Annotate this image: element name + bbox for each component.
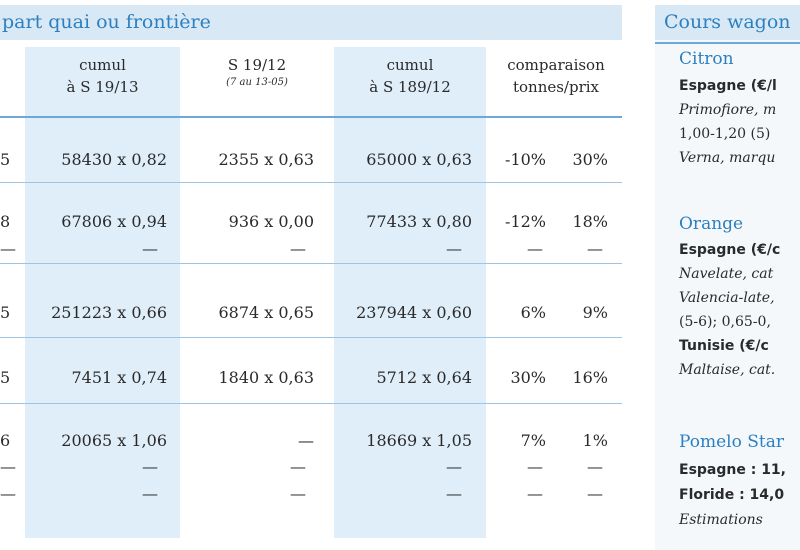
row-3-week: 6874 x 0,65: [218, 303, 314, 322]
orange-origin-2: Tunisie (€/c: [679, 338, 769, 354]
row-1-pct-tonnes: -10%: [505, 150, 546, 169]
citron-line-2: 1,00-1,20 (5): [679, 126, 771, 142]
citron-origin: Espagne (€/l: [679, 78, 777, 94]
row-1-cumul-12: 65000 x 0,63: [366, 150, 472, 169]
citron-heading: Citron: [679, 49, 734, 69]
row-4-pct-prix: 16%: [572, 368, 608, 387]
row-1-lead: 5: [0, 150, 11, 169]
row-2-dash: —: [142, 239, 158, 258]
pomelo-line-1: Espagne : 11,: [679, 462, 786, 478]
header-week: S 19/12 (7 au 13-05): [184, 54, 330, 90]
header-week-sub: (7 au 13-05): [226, 77, 288, 88]
pomelo-heading: Pomelo Star: [679, 432, 784, 452]
row-1-pct-prix: 30%: [572, 150, 608, 169]
row-5-dash: —: [587, 457, 603, 476]
row-5-lead: 6: [0, 431, 11, 450]
row-5-week: —: [298, 431, 314, 450]
row-4-pct-tonnes: 30%: [510, 368, 546, 387]
header-cumul-12-line1: cumul: [386, 56, 434, 74]
row-divider: [0, 403, 622, 404]
row-2-week: 936 x 0,00: [228, 212, 314, 231]
header-cumul-13-line1: cumul: [79, 56, 126, 74]
row-1-week: 2355 x 0,63: [218, 150, 314, 169]
row-5-dash: —: [446, 457, 462, 476]
row-3-cumul-13: 251223 x 0,66: [51, 303, 167, 322]
row-5-dash: —: [0, 457, 16, 476]
row-4-cumul-13: 7451 x 0,74: [71, 368, 167, 387]
row-5-pct-prix: 1%: [582, 431, 608, 450]
wagon-prices-panel: Cours wagon Citron Espagne (€/l Primofio…: [655, 5, 800, 550]
row-2-pct-prix: 18%: [572, 212, 608, 231]
row-2-dash: —: [587, 239, 603, 258]
orange-line-1: Navelate, cat: [679, 266, 774, 282]
panel-title: Cours wagon: [655, 5, 800, 40]
row-2-dash: —: [446, 239, 462, 258]
row-1-cumul-13: 58430 x 0,82: [61, 150, 167, 169]
orange-line-3: (5-6); 0,65-0,: [679, 314, 771, 330]
header-cumul-13: cumul à S 19/13: [25, 54, 180, 98]
header-divider: [0, 116, 622, 118]
orange-heading: Orange: [679, 214, 744, 234]
row-5-dash: —: [290, 457, 306, 476]
row-5-dash: —: [446, 484, 462, 503]
row-divider: [0, 182, 622, 183]
row-5-dash: —: [0, 484, 16, 503]
column-shade-cumul-12: [334, 47, 486, 538]
orange-line-2: Valencia-late,: [679, 290, 775, 306]
row-3-pct-tonnes: 6%: [520, 303, 546, 322]
column-shade-cumul-13: [25, 47, 180, 538]
citron-line-3: Verna, marqu: [679, 150, 776, 166]
row-5-dash: —: [142, 484, 158, 503]
citron-line-1: Primofiore, m: [679, 102, 777, 118]
pomelo-line-2: Floride : 14,0: [679, 487, 785, 503]
row-5-dash: —: [142, 457, 158, 476]
row-5-pct-tonnes: 7%: [520, 431, 546, 450]
row-divider: [0, 337, 622, 338]
row-2-dash: —: [527, 239, 543, 258]
header-cumul-12-line2: à S 189/12: [369, 78, 451, 96]
row-2-cumul-12: 77433 x 0,80: [366, 212, 472, 231]
header-comparison-line1: comparaison: [507, 56, 605, 74]
pomelo-line-3: Estimations: [679, 512, 763, 528]
table-banner: part quai ou frontière: [0, 5, 622, 40]
row-5-cumul-13: 20065 x 1,06: [61, 431, 167, 450]
row-3-lead: 5: [0, 303, 11, 322]
row-4-week: 1840 x 0,63: [218, 368, 314, 387]
orange-origin: Espagne (€/c: [679, 242, 781, 258]
row-4-lead: 5: [0, 368, 11, 387]
row-5-dash: —: [527, 457, 543, 476]
row-2-dash: —: [0, 239, 16, 258]
row-5-dash: —: [290, 484, 306, 503]
row-2-dash: —: [290, 239, 306, 258]
header-comparison-line2: tonnes/prix: [512, 78, 600, 96]
row-2-pct-tonnes: -12%: [505, 212, 546, 231]
row-2-cumul-13: 67806 x 0,94: [61, 212, 167, 231]
panel-title-rule: [655, 42, 800, 44]
row-5-cumul-12: 18669 x 1,05: [366, 431, 472, 450]
row-3-cumul-12: 237944 x 0,60: [356, 303, 472, 322]
row-divider: [0, 263, 622, 264]
row-4-cumul-12: 5712 x 0,64: [376, 368, 472, 387]
row-3-pct-prix: 9%: [582, 303, 608, 322]
orange-line-4: Maltaise, cat.: [679, 362, 776, 378]
row-2-lead: 8: [0, 212, 11, 231]
header-week-line1: S 19/12: [227, 56, 287, 74]
header-cumul-12: cumul à S 189/12: [334, 54, 486, 98]
row-5-dash: —: [527, 484, 543, 503]
header-comparison: comparaison tonnes/prix: [490, 54, 622, 98]
row-5-dash: —: [587, 484, 603, 503]
header-cumul-13-line2: à S 19/13: [66, 78, 139, 96]
